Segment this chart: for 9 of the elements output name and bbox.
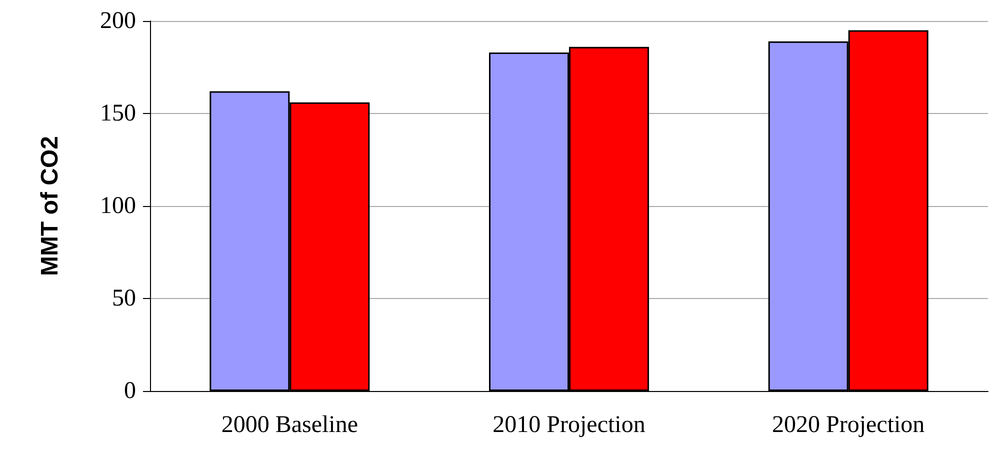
y-axis-title: MMT of CO2 bbox=[36, 136, 64, 276]
y-tick-label: 50 bbox=[112, 286, 136, 312]
y-tick-label: 0 bbox=[124, 378, 136, 404]
y-tick-label: 100 bbox=[100, 193, 136, 219]
x-tick-label: 2020 Projection bbox=[772, 412, 925, 438]
y-tick-label: 150 bbox=[100, 100, 136, 126]
y-tick-label: 200 bbox=[100, 8, 136, 34]
x-tick-label: 2010 Projection bbox=[492, 412, 646, 438]
x-tick-label: 2000 Baseline bbox=[221, 412, 358, 438]
